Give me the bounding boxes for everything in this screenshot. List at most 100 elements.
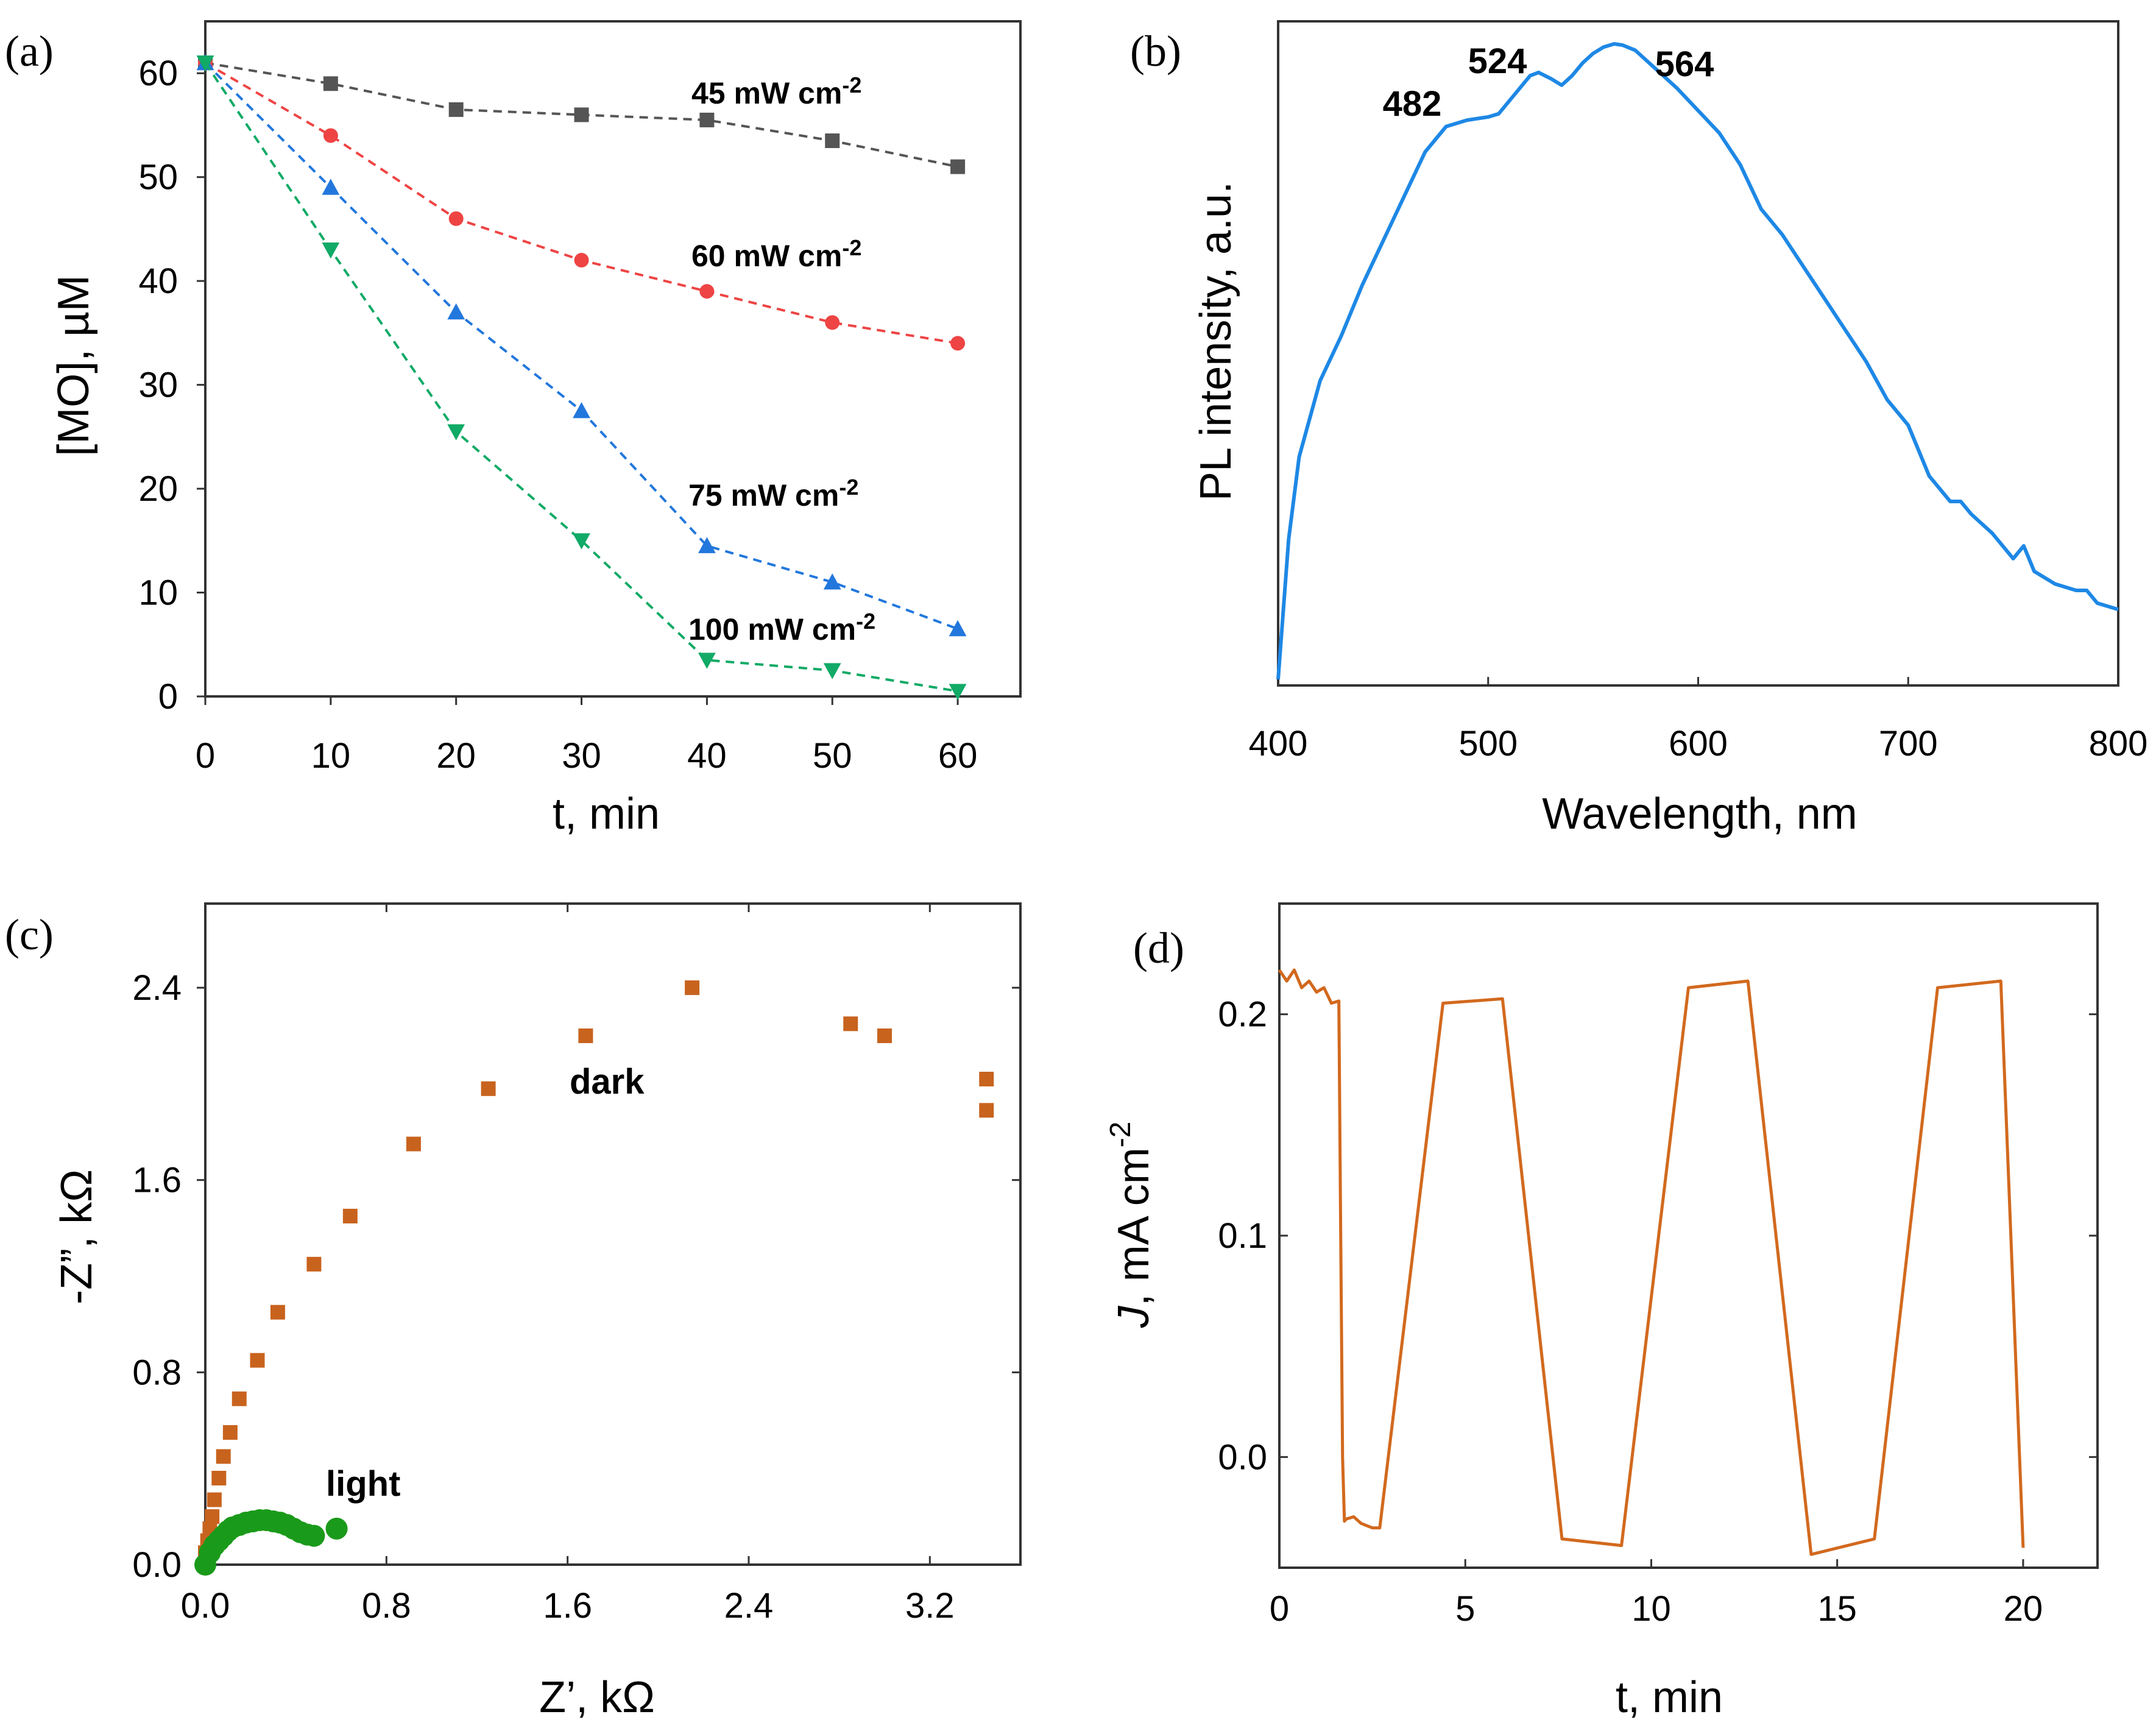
panel-b-x-tick-label: 500: [1458, 724, 1518, 763]
panel-c-chart: (c) 0.0 0.8 1.6 2.4 3.2 0.0 0.8 1.6 2.4 dark ligh…: [5, 902, 1022, 1722]
panel-c-dark-point: [232, 1391, 247, 1406]
panel-c-dark-point: [205, 1509, 220, 1524]
panel-a-series-label-exponent: -2: [842, 235, 861, 260]
panel-d-x-tick-label: 20: [2004, 1589, 2043, 1629]
panel-a-data-point: [949, 620, 967, 637]
panel-a-data-point: [825, 133, 840, 149]
panel-a-series-label: 75 mW cm-2: [688, 475, 858, 512]
panel-b-x-axis-label: Wavelength, nm: [1542, 790, 1857, 838]
panel-c-dark-point: [250, 1353, 265, 1368]
panel-c-y-axis-label: -Z”, kΩ: [52, 1169, 101, 1304]
panel-b-y-axis-label: PL intensity, a.u.: [1192, 182, 1240, 501]
panel-c-dark-point: [685, 980, 700, 996]
panel-a-data-point: [825, 315, 840, 330]
panel-a-data-point: [823, 573, 841, 590]
panel-b-x-tick-label: 400: [1249, 724, 1308, 763]
panel-a-data-point: [574, 253, 589, 268]
panel-d-y-tick-label: 0.0: [1218, 1437, 1267, 1477]
panel-c-dark-point: [481, 1081, 496, 1096]
panel-a-x-tick-label: 60: [938, 736, 978, 776]
panel-a-series-label: 100 mW cm-2: [688, 609, 875, 646]
panel-b-chart: (b) 400 500 600 700 800 482 524 564 Wavelength…: [1130, 20, 2147, 838]
panel-c-dark-point: [578, 1028, 593, 1043]
panel-a-data-point: [573, 533, 590, 550]
panel-d-label: (d): [1133, 924, 1184, 972]
panel-b-x-tick-label: 700: [1879, 724, 1938, 763]
panel-d-chart: (d) 0 5 10 15 20 0.0 0.1 0.2 t, min J, mA cm-2: [1105, 902, 2099, 1722]
panel-d-y-tick-label: 0.2: [1218, 995, 1267, 1035]
panel-a-data-point: [322, 179, 340, 195]
panel-a-data-point: [447, 303, 465, 320]
panel-c-light-label: light: [326, 1464, 400, 1504]
panel-c-dark-point: [270, 1304, 285, 1320]
panel-c-dark-point: [222, 1425, 238, 1440]
panel-c-y-tick-label: 2.4: [132, 968, 182, 1008]
panel-a-series-label-text: 45 mW cm: [691, 76, 842, 110]
panel-c-dark-point: [406, 1136, 421, 1152]
panel-c-x-tick-label: 1.6: [543, 1586, 592, 1626]
panel-a-y-tick-label: 40: [138, 261, 178, 301]
panel-b-peak-label-524: 524: [1468, 41, 1527, 81]
panel-a-x-tick-label: 50: [813, 736, 852, 776]
panel-c-y-tick-label: 1.6: [132, 1161, 182, 1200]
panel-a-y-tick-label: 60: [138, 54, 178, 93]
panel-c-x-tick-label: 0.8: [362, 1586, 411, 1626]
panel-a-data-point: [448, 211, 464, 226]
panel-c-dark-point: [306, 1256, 322, 1272]
panel-c-x-tick-label: 0.0: [181, 1586, 230, 1626]
panel-a-x-axis-label: t, min: [553, 790, 660, 838]
panel-c-light-point: [303, 1524, 325, 1547]
panel-a-x-tick-label: 30: [562, 736, 601, 776]
panel-a-series-label-exponent: -2: [856, 609, 875, 634]
panel-a-series-label-text: 75 mW cm: [688, 478, 839, 512]
panel-c-y-tick-label: 0.0: [132, 1545, 182, 1585]
panel-a-y-tick-label: 30: [138, 366, 178, 405]
panel-a-data-point: [950, 336, 966, 351]
panel-d-x-tick-label: 10: [1631, 1589, 1671, 1629]
panel-c-plot-frame: [204, 902, 1022, 1566]
panel-c-dark-point: [979, 1072, 994, 1087]
panel-c-dark-point: [216, 1449, 231, 1464]
panel-c-x-axis-label: Z’, kΩ: [539, 1673, 655, 1722]
panel-a-data-point: [573, 402, 590, 419]
panel-a-data-point: [699, 284, 715, 299]
panel-d-x-tick-label: 5: [1455, 1589, 1475, 1629]
panel-c-dark-point: [211, 1470, 227, 1485]
panel-a-x-tick-label: 10: [311, 736, 351, 776]
panel-d-x-axis-label: t, min: [1616, 1673, 1723, 1722]
panel-c-x-tick-label: 3.2: [905, 1586, 955, 1626]
panel-c-x-tick-label: 2.4: [724, 1586, 774, 1626]
panel-b-spectrum-line: [1276, 42, 2119, 680]
panel-d-y-axis-label-symbol: J: [1109, 1305, 1158, 1328]
panel-a-x-tick-label: 40: [687, 736, 727, 776]
panel-c-dark-point: [207, 1492, 222, 1507]
panel-a-series-label-text: 60 mW cm: [691, 239, 842, 273]
panel-c-label: (c): [5, 910, 54, 959]
panel-a-x-tick-label: 20: [436, 736, 476, 776]
panel-c-light-point: [325, 1517, 348, 1540]
panel-a-data-point: [698, 653, 716, 669]
panel-c-y-tick-label: 0.8: [132, 1353, 182, 1392]
panel-a-data-point: [447, 424, 465, 441]
panel-c-dark-point: [877, 1028, 892, 1043]
panel-a-label: (a): [5, 27, 54, 76]
panel-a-series-line: [204, 62, 958, 345]
panel-a-data-point: [196, 55, 214, 72]
panel-a-data-point: [823, 663, 841, 679]
panel-a-data-point: [323, 128, 338, 143]
panel-b-x-tick-label: 600: [1669, 724, 1728, 763]
panel-a-y-tick-label: 10: [138, 573, 178, 613]
panel-d-y-tick-label: 0.1: [1218, 1216, 1267, 1256]
panel-a-y-tick-label: 20: [138, 469, 178, 509]
panel-b-label: (b): [1130, 27, 1181, 76]
panel-c-dark-label: dark: [570, 1062, 645, 1102]
panel-a-plot-frame: [204, 20, 1022, 698]
panel-d-photocurrent-line: [1278, 968, 2025, 1556]
panel-a-series-label-exponent: -2: [839, 475, 858, 500]
panel-d-y-axis-label-units: , mA cm: [1109, 1147, 1158, 1306]
panel-d-x-tick-label: 15: [1817, 1589, 1857, 1629]
panel-d-y-axis-label: J, mA cm-2: [1105, 1122, 1158, 1329]
panel-a-data-point: [949, 684, 967, 700]
